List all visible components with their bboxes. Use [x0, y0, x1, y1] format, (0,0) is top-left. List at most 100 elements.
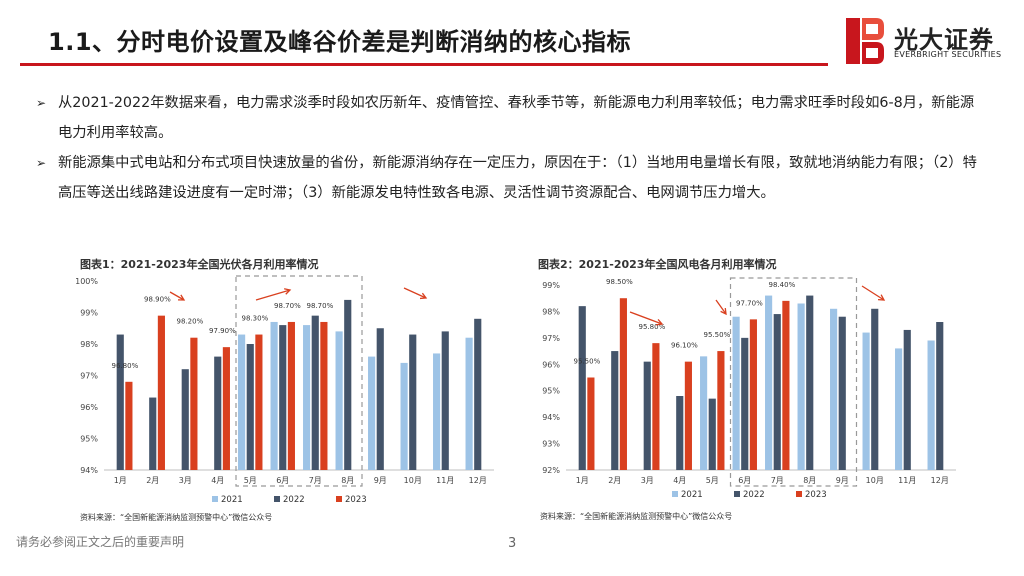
y-tick-label: 96% — [80, 403, 98, 412]
trend-arrowhead-icon — [419, 292, 428, 300]
y-tick-label: 97% — [80, 372, 98, 381]
bar-2021-10月 — [400, 362, 408, 470]
bar-2022-2月 — [149, 397, 157, 470]
x-tick-label: 7月 — [309, 476, 322, 485]
bar-2021-12月 — [927, 340, 935, 470]
pv-utilization-chart: 图表1：2021-2023年全国光伏各月利用率情况 94% 95% 96% 97% 98%… — [66, 254, 506, 526]
logo-text-en: EVERBRIGHT SECURITIES — [894, 50, 1002, 59]
x-tick-label: 2月 — [608, 476, 621, 485]
bar-2023-3月 — [190, 337, 198, 470]
x-tick-label: 11月 — [898, 476, 916, 485]
y-tick-label: 99% — [80, 309, 98, 318]
page-number: 3 — [508, 536, 517, 551]
trend-arrowhead-icon — [877, 294, 886, 301]
data-label: 98.40% — [769, 281, 796, 289]
trend-arrowhead-icon — [720, 307, 727, 316]
data-label: 96.80% — [112, 362, 139, 370]
pv-chart-svg: 图表1：2021-2023年全国光伏各月利用率情况 94% 95% 96% 97% 98%… — [75, 257, 494, 522]
bar-2021-6月 — [270, 321, 278, 470]
bar-2023-7月 — [782, 300, 790, 470]
bar-2021-11月 — [895, 348, 903, 470]
legend-swatch — [212, 496, 218, 502]
bar-2021-9月 — [830, 308, 838, 470]
bar-2022-7月 — [311, 315, 319, 470]
logo-text-cn: 光大证券 — [894, 26, 994, 54]
bar-2022-9月 — [838, 316, 846, 470]
bar-2021-8月 — [797, 303, 805, 470]
bar-2021-5月 — [238, 334, 246, 470]
legend-swatch — [672, 491, 678, 497]
data-label: 96.10% — [671, 342, 698, 350]
bar-2022-5月 — [246, 344, 254, 470]
bar-2023-4月 — [222, 347, 230, 470]
bar-2022-5月 — [708, 398, 716, 470]
bar-2022-10月 — [409, 334, 417, 470]
data-label: 95.80% — [639, 323, 666, 331]
bar-2022-6月 — [741, 337, 749, 470]
y-tick-label: 96% — [542, 360, 560, 369]
bar-2022-4月 — [676, 396, 684, 470]
chart-source: 资料来源：“全国新能源消纳监测预警中心”微信公众号 — [80, 512, 272, 522]
data-label: 95.50% — [704, 331, 731, 339]
y-tick-label: 100% — [75, 277, 98, 286]
x-tick-label: 3月 — [641, 476, 654, 485]
data-label: 98.50% — [606, 278, 633, 286]
bar-2022-1月 — [578, 306, 586, 470]
bar-2023-5月 — [717, 351, 725, 470]
x-tick-label: 12月 — [931, 476, 949, 485]
y-tick-label: 93% — [542, 440, 560, 449]
chart-title: 图表1：2021-2023年全国光伏各月利用率情况 — [80, 257, 318, 271]
x-tick-label: 4月 — [673, 476, 686, 485]
x-tick-label: 10月 — [866, 476, 884, 485]
bar-2022-2月 — [611, 351, 619, 470]
chart-title: 图表2：2021-2023年全国风电各月利用率情况 — [538, 257, 776, 271]
y-tick-label: 94% — [542, 413, 560, 422]
bullet-item: ➢ 新能源集中式电站和分布式项目快速放量的省份，新能源消纳存在一定压力，原因在于… — [36, 148, 986, 208]
y-tick-label: 94% — [80, 466, 98, 475]
x-tick-label: 4月 — [211, 476, 224, 485]
trend-arrow-icon — [861, 285, 885, 301]
data-label: 98.70% — [307, 302, 334, 310]
bar-2022-9月 — [376, 328, 384, 470]
bar-2022-4月 — [214, 356, 222, 470]
data-label: 98.90% — [144, 296, 171, 304]
bar-2021-11月 — [433, 353, 441, 470]
bar-2022-8月 — [344, 299, 352, 470]
trend-arrowhead-icon — [177, 294, 186, 301]
data-label: 97.90% — [209, 327, 236, 335]
arrow-bullet-icon: ➢ — [36, 156, 47, 170]
everbright-logo-icon — [846, 18, 884, 64]
trend-arrow-icon — [403, 287, 427, 299]
legend-swatch — [274, 496, 280, 502]
y-tick-label: 98% — [80, 340, 98, 349]
y-tick-label: 97% — [542, 334, 560, 343]
x-tick-label: 7月 — [771, 476, 784, 485]
x-tick-label: 1月 — [576, 476, 589, 485]
x-tick-label: 10月 — [404, 476, 422, 485]
x-tick-label: 5月 — [244, 476, 257, 485]
y-tick-label: 95% — [80, 435, 98, 444]
footer-disclaimer: 请务必参阅正文之后的重要声明 — [16, 535, 185, 549]
y-tick-label: 92% — [542, 466, 560, 475]
bar-2021-6月 — [732, 316, 740, 470]
peak-season-highlight-box — [729, 277, 858, 487]
bar-2021-9月 — [368, 356, 376, 470]
trend-arrow-icon — [255, 289, 291, 301]
x-tick-label: 6月 — [276, 476, 289, 485]
legend-entry: 2022 — [283, 495, 305, 505]
legend-entry: 2022 — [743, 490, 765, 500]
legend-entry: 2021 — [221, 495, 243, 505]
bar-2022-11月 — [903, 329, 911, 470]
bar-2022-3月 — [643, 361, 651, 470]
wind-chart-svg: 图表2：2021-2023年全国风电各月利用率情况 92% 93% 94% 95% 96%… — [538, 257, 956, 521]
x-tick-label: 8月 — [803, 476, 816, 485]
peak-season-highlight-box — [235, 275, 363, 487]
chart-source: 资料来源：“全国新能源消纳监测预警中心”微信公众号 — [540, 511, 732, 521]
trend-arrowhead-icon — [655, 319, 664, 326]
trend-arrow-icon — [629, 311, 663, 325]
bar-2021-7月 — [765, 295, 773, 470]
bar-2022-12月 — [474, 318, 482, 470]
data-label: 97.70% — [736, 299, 763, 307]
bar-2023-5月 — [255, 334, 263, 470]
bar-2023-3月 — [652, 343, 660, 470]
